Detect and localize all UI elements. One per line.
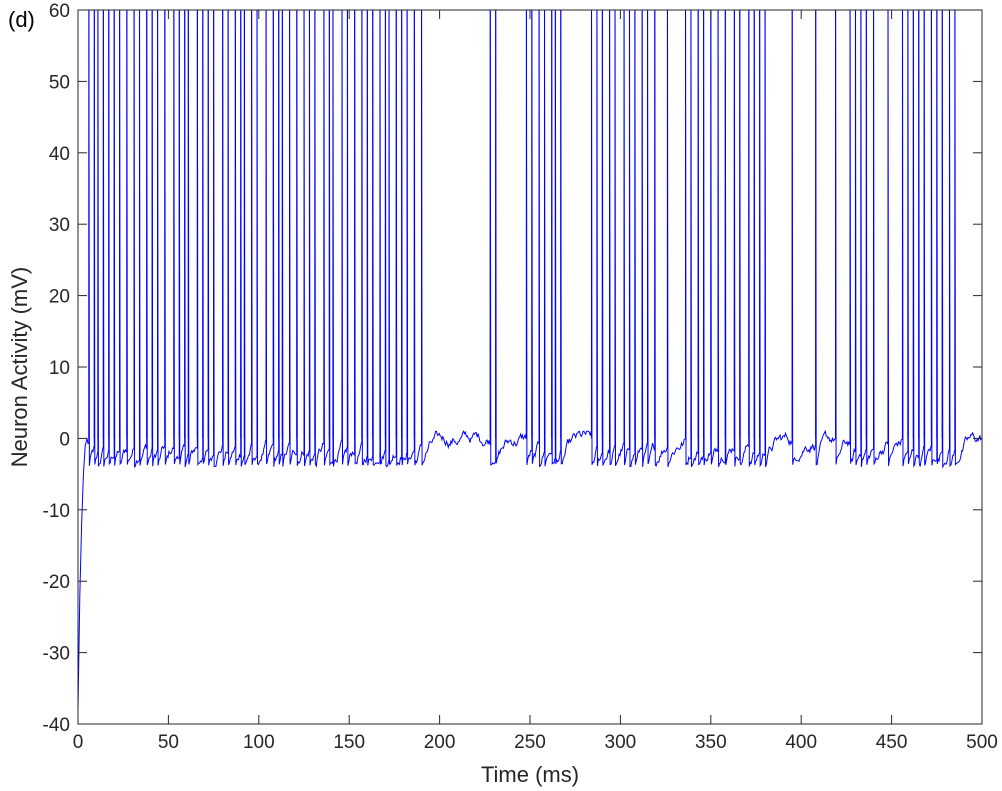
x-tick-label: 350 xyxy=(695,732,727,753)
x-tick-label: 300 xyxy=(605,732,637,753)
y-tick-label: -20 xyxy=(43,572,70,593)
y-tick-label: 20 xyxy=(49,287,70,308)
x-tick-label: 400 xyxy=(785,732,817,753)
x-axis-title: Time (ms) xyxy=(481,762,579,787)
data-layer xyxy=(77,9,983,710)
y-tick-label: 10 xyxy=(49,358,70,379)
x-tick-label: 500 xyxy=(966,732,998,753)
x-tick-label: 200 xyxy=(424,732,456,753)
panel-label: (d) xyxy=(8,7,35,32)
y-tick-label: 50 xyxy=(49,72,70,93)
x-tick-label: 250 xyxy=(514,732,546,753)
x-tick-label: 100 xyxy=(243,732,275,753)
y-axis: -40 -30 -20 -10 0 10 20 30 40 50 60 xyxy=(43,1,982,736)
y-tick-label: -10 xyxy=(43,501,70,522)
x-tick-label: 50 xyxy=(158,732,179,753)
x-tick-label: 450 xyxy=(876,732,908,753)
x-tick-label: 150 xyxy=(333,732,365,753)
y-tick-label: 30 xyxy=(49,215,70,236)
y-axis-title: Neuron Activity (mV) xyxy=(7,267,32,468)
y-tick-label: -30 xyxy=(43,644,70,665)
x-tick-label: 0 xyxy=(73,732,84,753)
y-tick-label: 60 xyxy=(49,1,70,22)
x-axis: 0 50 100 150 200 250 300 350 400 450 500 xyxy=(73,10,998,753)
y-tick-label: -40 xyxy=(43,715,70,736)
y-tick-label: 0 xyxy=(59,429,70,450)
y-tick-label: 40 xyxy=(49,144,70,165)
